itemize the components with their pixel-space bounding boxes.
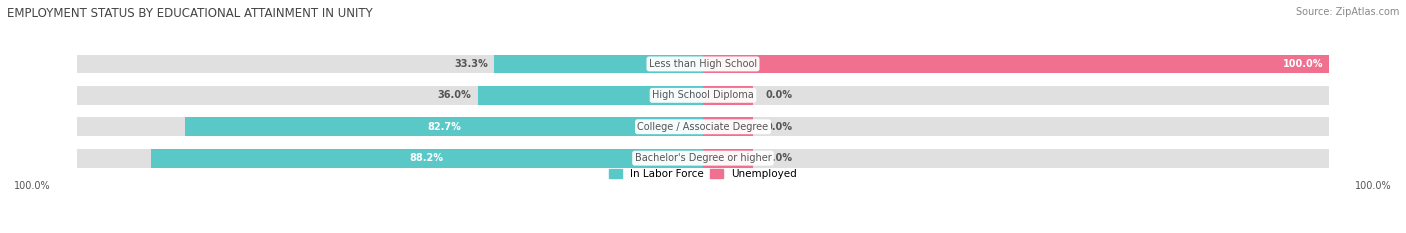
Text: 0.0%: 0.0% xyxy=(766,90,793,100)
Text: 100.0%: 100.0% xyxy=(14,181,51,191)
Text: 82.7%: 82.7% xyxy=(427,122,461,132)
Text: 88.2%: 88.2% xyxy=(409,153,444,163)
Text: Less than High School: Less than High School xyxy=(650,59,756,69)
Legend: In Labor Force, Unemployed: In Labor Force, Unemployed xyxy=(605,165,801,184)
Bar xyxy=(703,149,754,168)
Text: Bachelor's Degree or higher: Bachelor's Degree or higher xyxy=(634,153,772,163)
Text: 33.3%: 33.3% xyxy=(454,59,488,69)
Text: 100.0%: 100.0% xyxy=(1282,59,1323,69)
Text: College / Associate Degree: College / Associate Degree xyxy=(637,122,769,132)
Bar xyxy=(703,117,1329,136)
Bar xyxy=(77,149,703,168)
Text: 36.0%: 36.0% xyxy=(437,90,471,100)
Bar xyxy=(495,55,703,73)
Bar xyxy=(703,55,1329,73)
Bar xyxy=(77,55,703,73)
Text: 0.0%: 0.0% xyxy=(766,122,793,132)
Text: High School Diploma: High School Diploma xyxy=(652,90,754,100)
Bar xyxy=(77,86,703,105)
Text: Source: ZipAtlas.com: Source: ZipAtlas.com xyxy=(1295,7,1399,17)
Bar xyxy=(703,117,754,136)
Bar xyxy=(703,55,1329,73)
Bar xyxy=(703,149,1329,168)
Bar xyxy=(703,86,754,105)
Text: 0.0%: 0.0% xyxy=(766,153,793,163)
Bar xyxy=(478,86,703,105)
Bar xyxy=(77,117,703,136)
Text: EMPLOYMENT STATUS BY EDUCATIONAL ATTAINMENT IN UNITY: EMPLOYMENT STATUS BY EDUCATIONAL ATTAINM… xyxy=(7,7,373,20)
Text: 100.0%: 100.0% xyxy=(1355,181,1392,191)
Bar xyxy=(186,117,703,136)
Bar xyxy=(703,86,1329,105)
Bar xyxy=(150,149,703,168)
